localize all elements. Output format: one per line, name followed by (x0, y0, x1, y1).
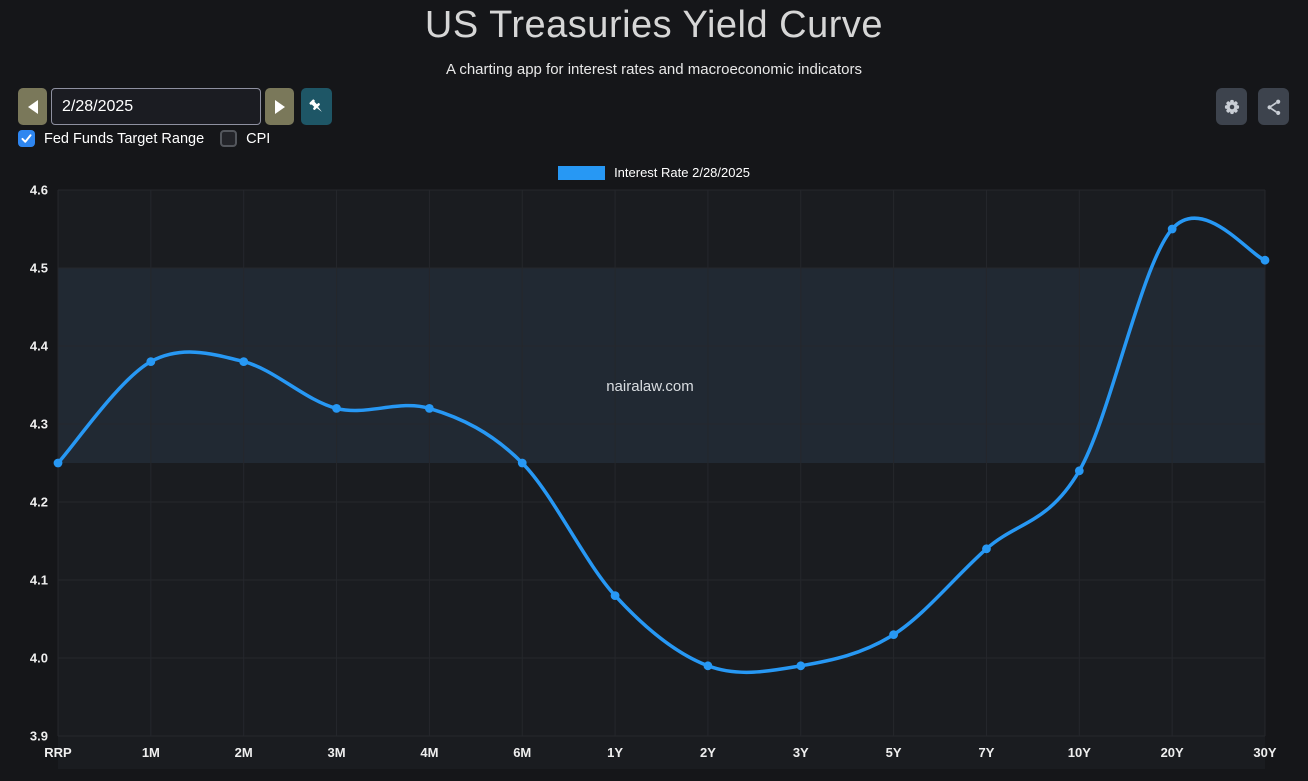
x-axis-label: 5Y (886, 745, 902, 760)
chart-legend: Interest Rate 2/28/2025 (0, 165, 1308, 180)
share-icon (1267, 99, 1280, 115)
date-input[interactable] (51, 88, 261, 125)
y-axis-label: 3.9 (30, 729, 48, 744)
gear-icon (1224, 99, 1239, 114)
page-title: US Treasuries Yield Curve (424, 4, 884, 46)
x-axis-label: 6M (513, 745, 531, 760)
watermark: nairalaw.com (606, 378, 694, 395)
data-point[interactable] (332, 404, 341, 413)
left-triangle-icon (27, 99, 38, 114)
data-point[interactable] (703, 661, 713, 671)
x-axis-label: RRP (44, 745, 72, 760)
indicator-filters: Fed Funds Target Range CPI (18, 130, 270, 147)
data-point[interactable] (889, 630, 899, 639)
y-axis-label: 4.5 (30, 261, 48, 276)
pin-date-button[interactable] (301, 88, 332, 125)
fed-funds-checkbox-label: Fed Funds Target Range (44, 130, 205, 147)
data-point[interactable] (424, 404, 434, 413)
x-axis-label: 1M (142, 745, 160, 760)
fed-funds-band (58, 268, 1265, 463)
legend-label: Interest Rate 2/28/2025 (614, 165, 750, 180)
right-triangle-icon (274, 99, 285, 114)
data-point[interactable] (1074, 466, 1084, 476)
x-axis-label: 2M (235, 745, 253, 760)
y-axis-label: 4.6 (30, 183, 48, 198)
data-point[interactable] (610, 591, 620, 600)
y-axis-label: 4.1 (30, 573, 48, 588)
y-axis-label: 4.4 (30, 339, 49, 354)
yield-curve-line (56, 216, 1267, 675)
page-subtitle: A charting app for interest rates and ma… (445, 61, 863, 78)
data-point[interactable] (517, 458, 527, 468)
legend-swatch (558, 165, 606, 180)
toolbar-actions (1216, 88, 1289, 125)
data-point[interactable] (146, 357, 156, 366)
cpi-checkbox-label: CPI (246, 130, 271, 147)
next-date-button[interactable] (265, 88, 294, 125)
x-axis-label: 4M (420, 745, 438, 760)
y-axis-label: 4.0 (30, 651, 48, 666)
x-axis-label: 20Y (1161, 745, 1184, 760)
y-axis-label: 4.3 (30, 417, 48, 432)
x-axis-label: 3Y (793, 745, 809, 760)
x-axis-label: 2Y (700, 745, 716, 760)
date-controls (18, 88, 332, 125)
data-point[interactable] (1167, 224, 1177, 234)
settings-button[interactable] (1216, 88, 1247, 125)
previous-date-button[interactable] (18, 88, 47, 125)
x-axis-label: 3M (328, 745, 346, 760)
data-point[interactable] (239, 357, 249, 366)
x-axis-label: 1Y (607, 745, 623, 760)
x-axis-label: 7Y (979, 745, 995, 760)
pushpin-icon (309, 99, 322, 112)
x-axis-label: 30Y (1253, 745, 1276, 760)
fed-funds-checkbox[interactable] (18, 130, 35, 147)
data-point[interactable] (53, 458, 63, 468)
y-axis-label: 4.2 (30, 495, 48, 510)
x-axis-label: 10Y (1068, 745, 1091, 760)
data-point[interactable] (796, 661, 806, 671)
data-point[interactable] (982, 544, 991, 554)
checkmark-icon (21, 134, 32, 143)
cpi-checkbox[interactable] (220, 130, 238, 147)
data-point[interactable] (1260, 255, 1270, 265)
share-button[interactable] (1258, 88, 1289, 125)
